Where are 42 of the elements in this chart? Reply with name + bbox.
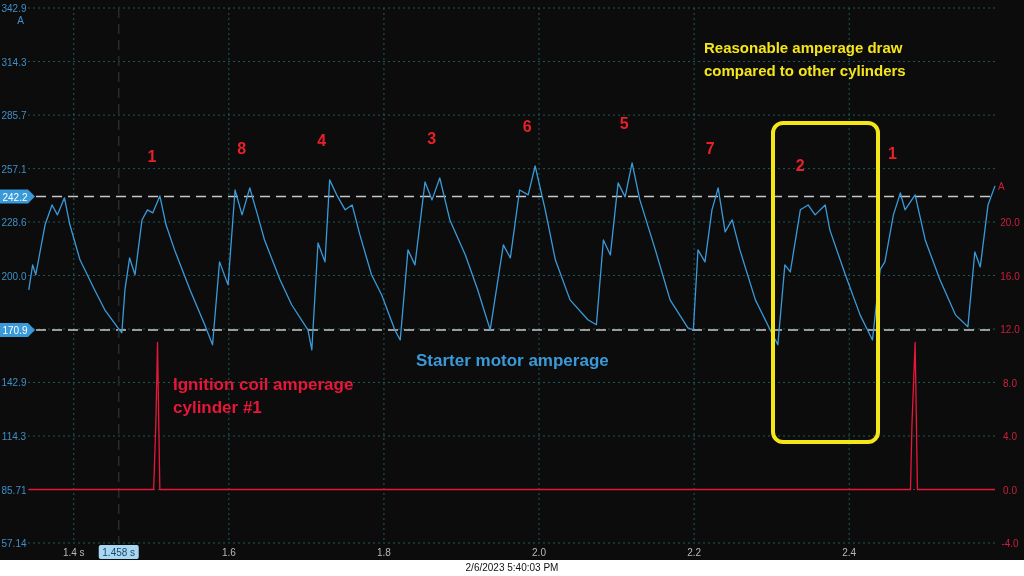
y-tick-label: 314.3 (1, 56, 27, 68)
text: 2/6/2023 5:40:03 PM (465, 562, 559, 573)
y-axis-title: A (17, 15, 25, 26)
x-tick-label: 2.2 (687, 547, 702, 558)
y2-tick-label: 8.0 (1003, 377, 1018, 389)
annotation: 2 (795, 157, 805, 175)
y-tick-label: 228.6 (1, 216, 27, 228)
x-tick-label: 2.0 (532, 547, 547, 558)
x-tick-label: 1.8 (376, 547, 392, 558)
x-tick-label: 2.4 (842, 547, 857, 558)
line-series (28, 341, 996, 491)
annotation: Reasonable amperage draw compared to other cylinders (704, 39, 906, 79)
y-tick-label: 257.1 (1, 163, 27, 175)
annotation: 6 (522, 118, 532, 136)
y2-tick-label: 12.0 (1000, 324, 1021, 335)
y-tick-label: 142.9 (1, 377, 27, 389)
y-tick-label: 342.9 (1, 3, 27, 14)
annotation: 8 (237, 140, 247, 158)
annotation: 1 (887, 145, 897, 163)
ref-line-label: 1.458 s (102, 547, 136, 558)
y2-axis-title: A (998, 180, 1005, 192)
y-tick-label: 285.7 (1, 110, 27, 122)
y-tick-label: 57.14 (1, 538, 27, 549)
annotation: 1 (147, 148, 157, 166)
y-tick-label: 114.3 (1, 430, 27, 442)
annotation: 5 (619, 115, 629, 133)
ref-line-label: 170.9 (2, 325, 28, 337)
y2-tick-label: -4.0 (1001, 538, 1020, 549)
y2-tick-label: 16.0 (1000, 270, 1021, 282)
annotation: 7 (705, 140, 715, 158)
series-label: Ignition coil amperage cylinder #1 (173, 375, 354, 417)
ref-line-label: 242.2 (2, 191, 28, 203)
y2-tick-label: 20.0 (1000, 217, 1021, 228)
y-tick-label: 85.71 (1, 484, 27, 496)
y2-tick-label: 0.0 (1003, 484, 1018, 496)
annotation: 3 (427, 130, 437, 148)
y2-tick-label: 4.0 (1003, 431, 1018, 442)
y-tick-label: 200.0 (1, 270, 27, 282)
series-label: Starter motor amperage (416, 351, 609, 370)
x-tick-label: 1.4 s (62, 547, 85, 558)
x-tick-label: 1.6 (221, 547, 237, 558)
annotation: 4 (317, 132, 327, 150)
